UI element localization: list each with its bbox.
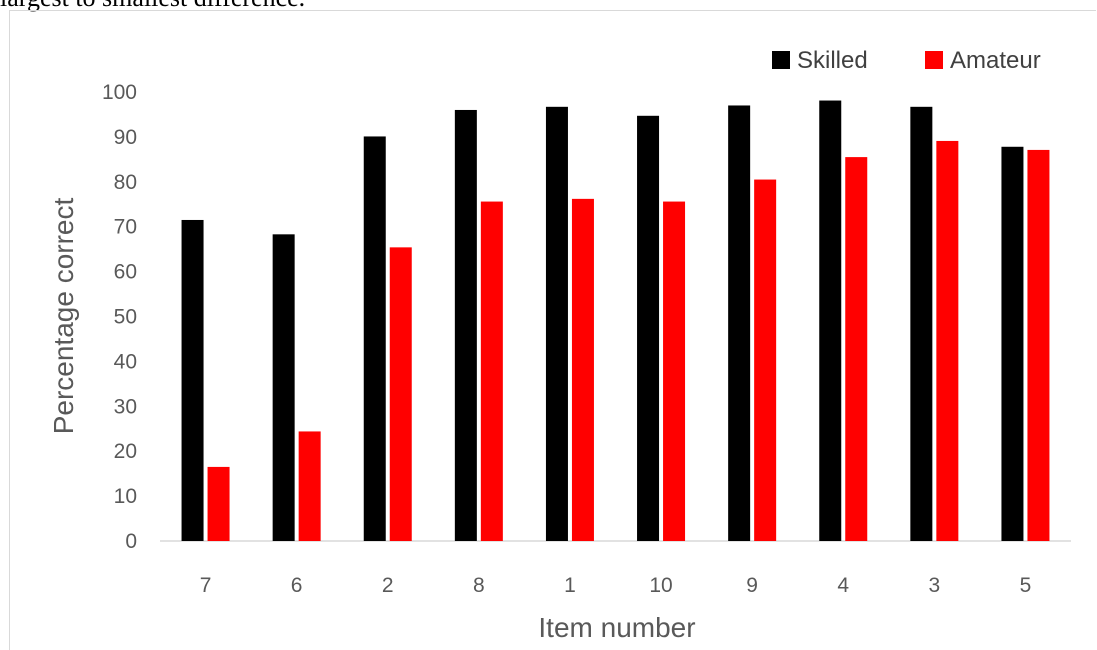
- x-tick-label: 5: [1020, 574, 1032, 597]
- bar-amateur-item-7: [207, 466, 230, 541]
- bar-skilled-item-3: [910, 106, 933, 541]
- top-caption: largest to smallest difference.: [0, 0, 305, 13]
- y-tick-label: 90: [114, 126, 137, 149]
- bar-amateur-item-9: [754, 179, 777, 541]
- bar-amateur-item-8: [480, 201, 503, 541]
- x-tick-label: 9: [746, 574, 758, 597]
- x-tick-label: 8: [473, 574, 485, 597]
- bar-amateur-item-4: [845, 157, 868, 542]
- bar-amateur-item-1: [571, 198, 594, 541]
- y-tick-label: 40: [114, 350, 137, 373]
- y-tick-label: 70: [114, 216, 137, 239]
- bar-skilled-item-7: [181, 219, 204, 541]
- bar-amateur-item-6: [298, 431, 321, 541]
- legend-label-skilled: Skilled: [797, 47, 868, 74]
- x-tick-label: 6: [291, 574, 303, 597]
- chart-area: [9, 10, 1096, 650]
- bars: [181, 100, 1050, 542]
- bar-skilled-item-4: [819, 100, 842, 541]
- x-tick-label: 2: [382, 574, 394, 597]
- bar-skilled-item-5: [1001, 146, 1024, 541]
- y-tick-label: 80: [114, 171, 137, 194]
- y-tick-label: 20: [114, 440, 137, 463]
- y-tick-label: 50: [114, 306, 137, 329]
- bar-amateur-item-5: [1027, 149, 1050, 541]
- y-tick-label: 0: [125, 530, 137, 553]
- x-tick-label: 7: [200, 574, 212, 597]
- bar-skilled-item-9: [728, 105, 751, 541]
- bar-skilled-item-1: [545, 106, 568, 541]
- y-axis-title: Percentage correct: [48, 198, 79, 435]
- bar-amateur-item-2: [389, 247, 412, 541]
- y-tick-label: 10: [114, 485, 137, 508]
- bar-skilled-item-8: [454, 109, 477, 542]
- x-tick-label: 3: [929, 574, 941, 597]
- bar-skilled-item-2: [363, 136, 386, 542]
- legend: Skilled Amateur: [772, 47, 1041, 74]
- legend-label-amateur: Amateur: [950, 47, 1041, 74]
- y-tick-label: 60: [114, 261, 137, 284]
- x-tick-label: 10: [649, 574, 672, 597]
- x-tick-label: 1: [564, 574, 576, 597]
- legend-swatch-amateur: [925, 51, 943, 69]
- y-tick-label: 30: [114, 395, 137, 418]
- tick-labels: 0 10 20 30 40 50 60 70 80 90 100 7 6 2 8 1 10 9 4 3 5: [102, 81, 1031, 597]
- bar-skilled-item-10: [637, 115, 660, 541]
- bar-skilled-item-6: [272, 234, 295, 541]
- x-axis-title: Item number: [538, 612, 695, 643]
- legend-swatch-skilled: [772, 51, 790, 69]
- y-tick-label: 100: [102, 81, 137, 104]
- bar-amateur-item-10: [663, 201, 686, 541]
- bar-amateur-item-3: [936, 140, 959, 542]
- x-tick-label: 4: [837, 574, 849, 597]
